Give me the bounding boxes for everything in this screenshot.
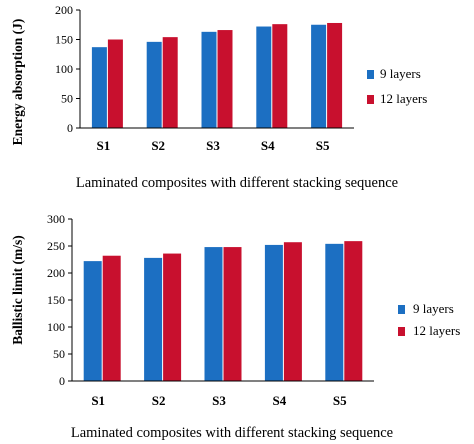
ballistic-x-axis-label: Laminated composites with different stac… [71,425,393,441]
bar-s1-series-2 [102,255,121,381]
energy-y-ticks: 0 50 100 150 200 [55,3,80,135]
ballistic-legend: 9 layers 12 layers [398,301,460,338]
x-tick-label-s1: S1 [91,393,105,408]
legend-swatch-12-layers [398,327,405,336]
legend-swatch-9-layers [398,305,405,314]
legend-swatch-9-layers [367,70,374,79]
y-tick-label: 150 [55,33,73,47]
y-tick-label: 50 [61,92,73,106]
energy-x-axis-label: Laminated composites with different stac… [76,175,398,191]
x-tick-label-s2: S2 [152,393,166,408]
y-tick-label: 100 [47,320,65,334]
ballistic-bars [83,241,363,381]
bar-s4-series-2 [283,242,302,381]
y-tick-label: 300 [47,212,65,226]
y-tick-label: 250 [47,239,65,253]
legend-label-9-layers: 9 layers [413,301,454,316]
y-tick-label: 0 [67,121,73,135]
ballistic-limit-chart: 0 50 100 150 200 250 300 S1 S2 S3 S4 S5 Ballistic … [10,212,460,441]
energy-y-axis-label: Energy absorption (J) [10,19,25,146]
y-tick-label: 200 [47,266,65,280]
bar-s3-series-2 [217,30,233,129]
bar-s2-series-1 [146,41,162,128]
energy-x-tick-labels: S1 S2 S3 S4 S5 [97,138,330,153]
y-tick-label: 100 [55,62,73,76]
bar-s3-series-2 [223,247,242,381]
x-tick-label-s5: S5 [316,138,330,153]
x-tick-label-s4: S4 [261,138,275,153]
x-tick-label-s5: S5 [333,393,347,408]
ballistic-y-axis-label: Ballistic limit (m/s) [10,235,25,344]
bar-s5-series-2 [344,241,363,381]
bar-s1-series-1 [91,47,107,128]
y-tick-label: 0 [59,374,65,388]
bar-s4-series-1 [264,244,283,381]
legend-swatch-12-layers [367,95,374,104]
legend-label-12-layers: 12 layers [380,91,427,106]
bar-s1-series-1 [83,261,102,381]
bar-s4-series-1 [256,26,272,128]
bar-s3-series-1 [204,247,223,381]
y-tick-label: 200 [55,3,73,17]
bar-s2-series-2 [163,253,182,381]
bar-s2-series-1 [144,257,163,381]
energy-absorption-chart: 0 50 100 150 200 S1 S2 S3 S4 S5 Energy absorptio… [10,3,427,191]
x-tick-label-s3: S3 [206,138,220,153]
ballistic-x-tick-labels: S1 S2 S3 S4 S5 [91,393,347,408]
bar-s5-series-1 [311,24,327,128]
legend-label-12-layers: 12 layers [413,323,460,338]
bar-s2-series-2 [162,37,178,128]
energy-bars [91,22,343,129]
x-tick-label-s2: S2 [151,138,165,153]
ballistic-y-ticks: 0 50 100 150 200 250 300 [47,212,72,388]
bar-s3-series-1 [201,31,217,128]
legend-label-9-layers: 9 layers [380,66,421,81]
y-tick-label: 150 [47,293,65,307]
energy-legend: 9 layers 12 layers [367,66,427,106]
bar-s4-series-2 [272,24,288,128]
x-tick-label-s3: S3 [212,393,226,408]
y-tick-label: 50 [53,347,65,361]
bar-s1-series-2 [107,39,123,128]
bar-s5-series-1 [325,243,344,381]
bar-s5-series-2 [327,22,343,129]
x-tick-label-s4: S4 [273,393,287,408]
x-tick-label-s1: S1 [97,138,111,153]
